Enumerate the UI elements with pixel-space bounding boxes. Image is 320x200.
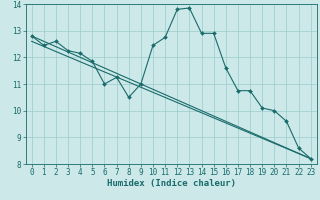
X-axis label: Humidex (Indice chaleur): Humidex (Indice chaleur) xyxy=(107,179,236,188)
